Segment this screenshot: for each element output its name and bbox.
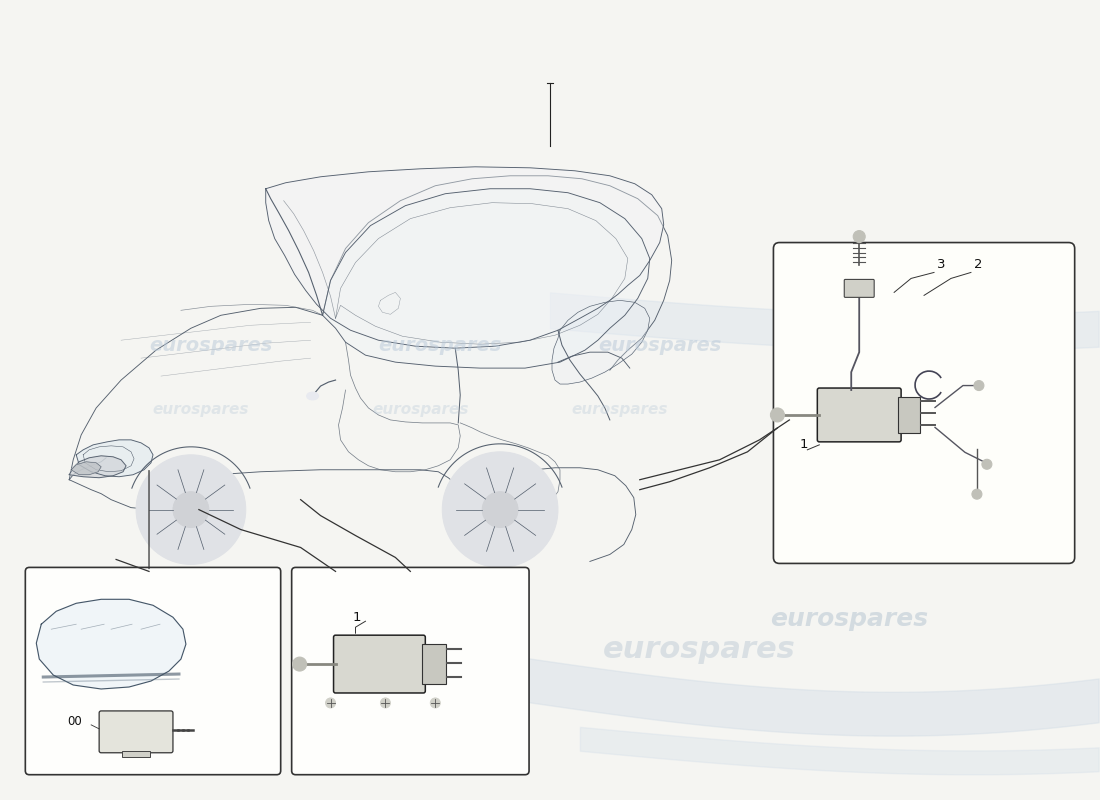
Circle shape — [982, 459, 992, 470]
Text: eurospares: eurospares — [153, 402, 249, 418]
Text: 1: 1 — [800, 438, 807, 451]
Text: eurospares: eurospares — [372, 402, 469, 418]
Text: 2: 2 — [974, 258, 982, 271]
Text: eurospares: eurospares — [378, 336, 502, 354]
Text: eurospares: eurospares — [770, 607, 928, 631]
Text: 1: 1 — [352, 611, 361, 624]
Text: 00: 00 — [67, 715, 82, 728]
Text: eurospares: eurospares — [150, 336, 273, 354]
FancyBboxPatch shape — [122, 750, 150, 757]
Text: eurospares: eurospares — [598, 336, 722, 354]
FancyBboxPatch shape — [333, 635, 426, 693]
Polygon shape — [69, 456, 126, 478]
Polygon shape — [552, 300, 650, 384]
Circle shape — [173, 492, 209, 527]
FancyBboxPatch shape — [845, 279, 875, 298]
Polygon shape — [322, 189, 650, 368]
Ellipse shape — [307, 392, 319, 400]
Text: 3: 3 — [937, 258, 946, 271]
Circle shape — [482, 492, 518, 527]
FancyBboxPatch shape — [99, 711, 173, 753]
Circle shape — [430, 698, 440, 708]
Circle shape — [974, 381, 983, 390]
FancyBboxPatch shape — [292, 567, 529, 774]
FancyBboxPatch shape — [817, 388, 901, 442]
Polygon shape — [76, 440, 153, 477]
Circle shape — [326, 698, 336, 708]
Circle shape — [770, 408, 784, 422]
Circle shape — [381, 698, 390, 708]
Circle shape — [972, 489, 982, 499]
Polygon shape — [72, 462, 101, 474]
Polygon shape — [266, 167, 663, 348]
FancyBboxPatch shape — [422, 644, 447, 684]
Polygon shape — [36, 599, 186, 689]
Text: eurospares: eurospares — [572, 402, 668, 418]
FancyBboxPatch shape — [898, 397, 920, 434]
Circle shape — [854, 230, 866, 242]
Circle shape — [442, 452, 558, 567]
Text: eurospares: eurospares — [603, 634, 796, 664]
Circle shape — [136, 455, 245, 565]
FancyBboxPatch shape — [773, 242, 1075, 563]
Circle shape — [293, 657, 307, 671]
FancyBboxPatch shape — [25, 567, 280, 774]
